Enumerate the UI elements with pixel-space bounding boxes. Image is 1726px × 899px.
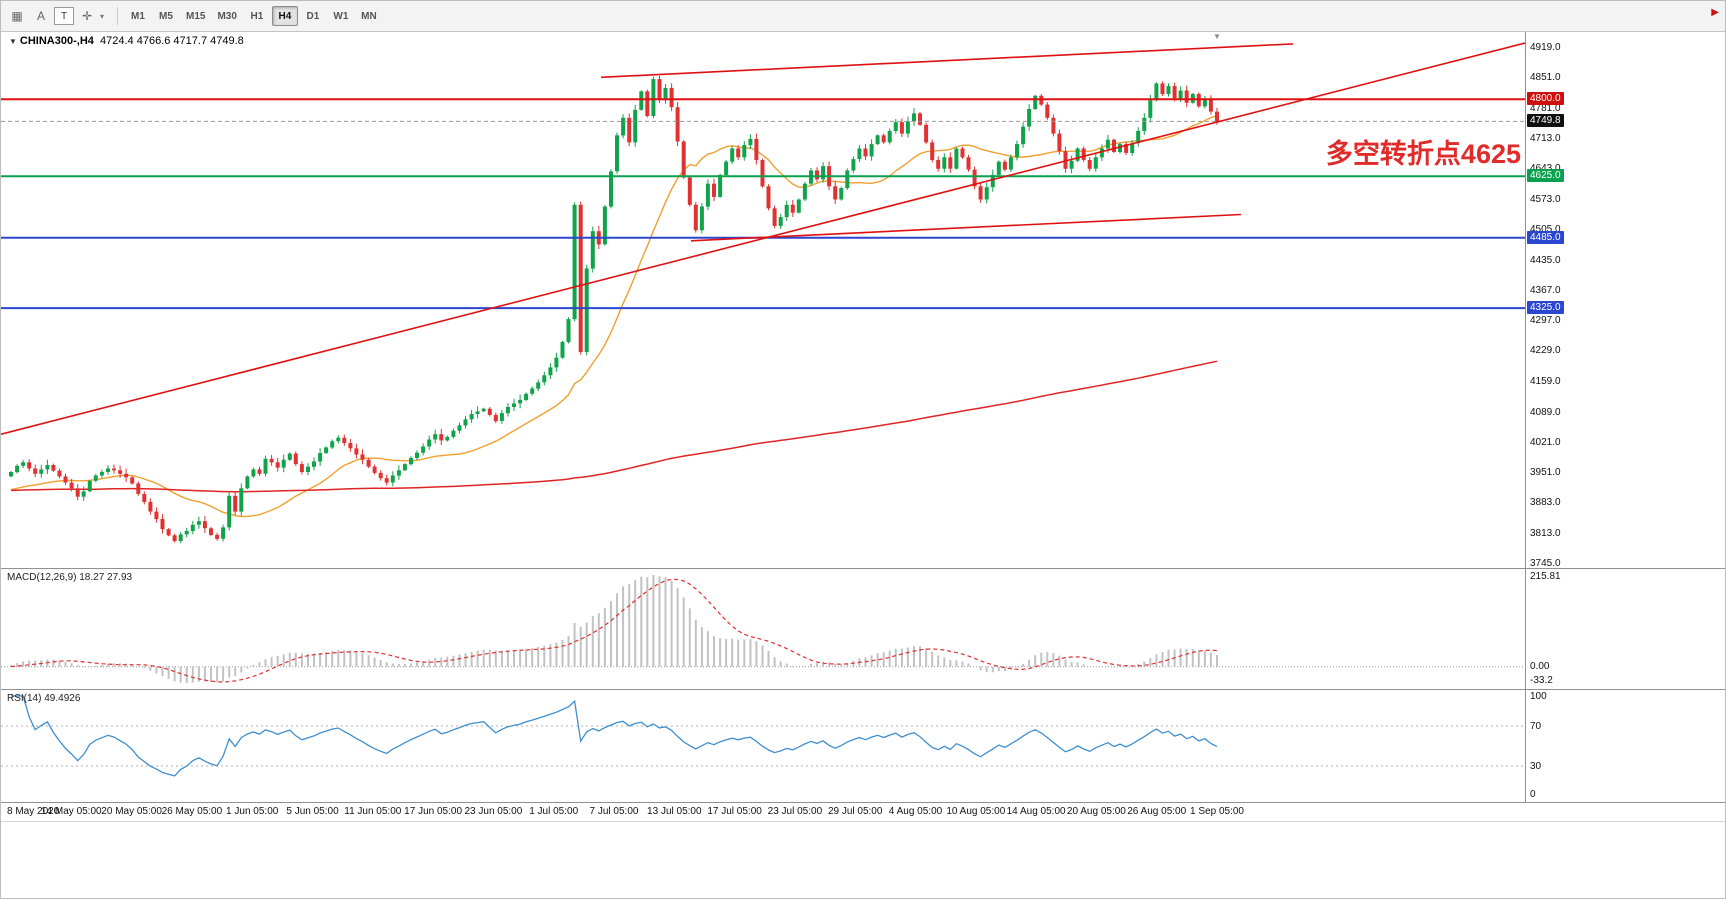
rsi-axis: 100 70 30 0 [1525, 690, 1725, 802]
price-badge: 4800.0 [1527, 92, 1564, 106]
price-badge: 4325.0 [1527, 301, 1564, 315]
rsi-axis-100: 100 [1530, 691, 1547, 702]
macd-axis-min: -33.2 [1530, 675, 1553, 686]
price-tick-label: 4643.0 [1530, 163, 1561, 174]
rsi-panel: RSI(14) 49.4926 100 70 30 0 [1, 690, 1725, 803]
time-tick-label: 29 Jul 05:00 [827, 806, 883, 817]
price-tick-label: 4089.0 [1530, 406, 1561, 418]
rsi-chart[interactable] [1, 690, 1525, 802]
rsi-axis-70: 70 [1530, 721, 1542, 732]
price-tick-label: 4297.0 [1530, 315, 1561, 327]
macd-axis-zero: 0.00 [1530, 660, 1550, 672]
price-axis[interactable]: 4919.0 4851.0 4781.0 4713.0 4643.0 4573.0 4505… [1525, 32, 1725, 569]
tf-button-m5[interactable]: M5 [153, 6, 179, 26]
price-tick-label: 4919.0 [1530, 42, 1561, 53]
price-tick-label: 4781.0 [1530, 102, 1561, 114]
time-tick-label: 20 May 05:00 [101, 806, 162, 817]
price-tick-label: 3745.0 [1530, 558, 1561, 569]
tf-button-mn[interactable]: MN [356, 6, 382, 26]
macd-label: MACD(12,26,9) 18.27 27.93 [7, 572, 133, 583]
price-tick-label: 4229.0 [1530, 345, 1561, 357]
rsi-axis-30: 30 [1530, 761, 1542, 772]
price-tick-label: 4367.0 [1530, 284, 1561, 296]
toolbar-separator [117, 7, 118, 25]
tf-button-h1[interactable]: H1 [244, 6, 270, 26]
price-tick-label: 3813.0 [1530, 528, 1561, 540]
symbol-ohlc: 4724.4 4766.6 4717.7 4749.8 [100, 35, 244, 47]
tf-button-m30[interactable]: M30 [212, 6, 241, 26]
tf-button-m1[interactable]: M1 [125, 6, 151, 26]
price-badge: 4485.0 [1527, 230, 1564, 244]
tf-button-w1[interactable]: W1 [328, 6, 354, 26]
tf-button-m15[interactable]: M15 [181, 6, 210, 26]
time-tick-label: 23 Jul 05:00 [767, 806, 823, 817]
time-tick-label: 1 Jul 05:00 [529, 806, 579, 817]
price-tick-label: 4573.0 [1530, 194, 1561, 206]
price-tick-label: 4505.0 [1530, 223, 1561, 235]
time-tick-label: 14 May 05:00 [40, 806, 102, 817]
annotation-text: 多空转折点4625 [1325, 139, 1521, 169]
time-tick-label: 14 Aug 05:00 [1006, 806, 1066, 817]
grid-icon[interactable]: ▦ [11, 9, 23, 23]
price-tick-label: 4435.0 [1530, 254, 1561, 266]
price-tick-label: 3951.0 [1530, 467, 1561, 479]
text-box-button[interactable]: T [54, 7, 74, 25]
price-chart[interactable] [1, 32, 1525, 568]
time-tick-label: 17 Jul 05:00 [707, 806, 762, 817]
tf-button-h4[interactable]: H4 [271, 6, 298, 26]
rsi-label: RSI(14) 49.4926 [7, 693, 81, 704]
macd-chart[interactable] [1, 569, 1525, 689]
time-tick-label: 11 Jun 05:00 [344, 806, 402, 817]
time-axis[interactable]: 8 May 2020 14 May 05:00 20 May 05:00 26 May… [1, 803, 1725, 822]
tf-button-d1[interactable]: D1 [300, 6, 326, 26]
time-tick-label: 23 Jun 05:00 [464, 806, 523, 817]
symbol-name: CHINA300-,H4 [19, 35, 94, 47]
rsi-axis-0: 0 [1530, 789, 1536, 800]
price-badge: 4625.0 [1527, 169, 1564, 183]
crosshair-icon[interactable]: ✛ [81, 9, 93, 23]
time-tick-label: 17 Jun 05:00 [404, 806, 463, 817]
macd-panel: MACD(12,26,9) 18.27 27.93 215.81 0.00 -3… [1, 569, 1725, 690]
time-tick-label: 10 Aug 05:00 [946, 806, 1006, 817]
time-tick-label: 7 Jul 05:00 [589, 806, 639, 817]
dropdown-caret-icon[interactable]: ▾ [100, 11, 105, 21]
price-tick-label: 4851.0 [1530, 71, 1561, 83]
time-tick-label: 1 Jun 05:00 [226, 806, 279, 817]
price-tick-label: 3883.0 [1530, 497, 1561, 509]
macd-axis-max: 215.81 [1530, 571, 1561, 582]
time-tick-label: 4 Aug 05:00 [888, 806, 943, 817]
toolbar: ▦ A T ✛ ▾ M1 M5 M15 M30 H1 H4 D1 W1 MN ▶ [1, 1, 1725, 32]
text-label-button[interactable]: A [36, 9, 45, 23]
scroll-to-latest-icon[interactable]: ▶ [1711, 7, 1719, 18]
time-tick-label: 13 Jul 05:00 [647, 806, 702, 817]
time-tick-label: 8 May 2020 [7, 806, 60, 817]
time-tick-label: 1 Sep 05:00 [1190, 806, 1244, 817]
price-panel: ▼ CHINA300-,H4 4724.4 4766.6 4717.7 4749.… [1, 32, 1725, 569]
symbol-info: ▼ CHINA300-,H4 4724.4 4766.6 4717.7 4749.… [9, 35, 244, 47]
chart-shift-marker-icon[interactable]: ▼ [1213, 32, 1221, 41]
time-tick-label: 20 Aug 05:00 [1066, 806, 1126, 817]
time-tick-label: 5 Jun 05:00 [286, 806, 339, 817]
price-tick-label: 4021.0 [1530, 436, 1561, 448]
price-tick-label: 4159.0 [1530, 376, 1561, 388]
chart-area: ▼ CHINA300-,H4 4724.4 4766.6 4717.7 4749.… [1, 32, 1725, 822]
time-tick-label: 26 May 05:00 [161, 806, 223, 817]
time-tick-label: 26 Aug 05:00 [1127, 806, 1187, 817]
symbol-dropdown-icon[interactable]: ▼ [9, 37, 17, 46]
price-badge: 4749.8 [1527, 114, 1564, 128]
price-tick-label: 4713.0 [1530, 132, 1561, 144]
macd-axis: 215.81 0.00 -33.2 [1525, 569, 1725, 689]
